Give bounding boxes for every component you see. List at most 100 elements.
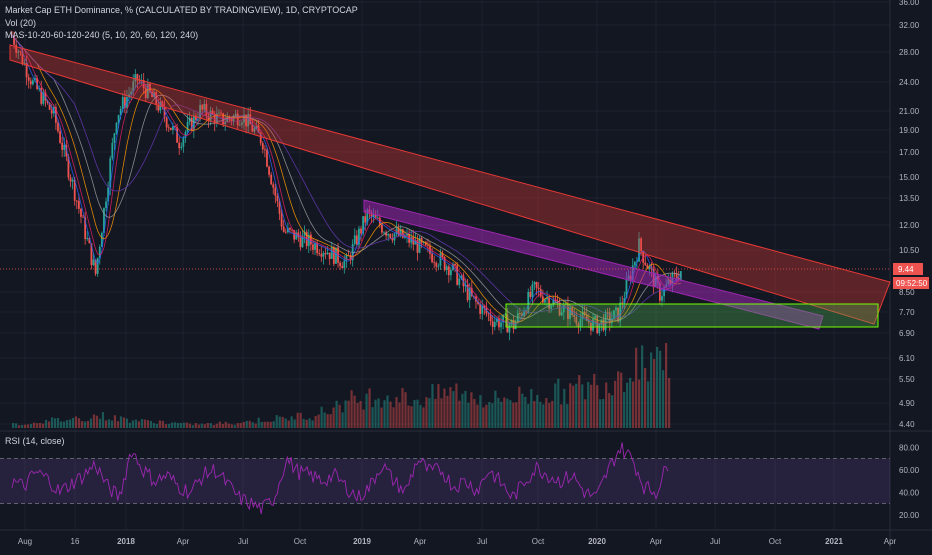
volume-bar bbox=[53, 418, 57, 428]
volume-bar bbox=[149, 420, 152, 428]
candle-body bbox=[548, 297, 551, 309]
candle-body bbox=[61, 142, 64, 150]
volume-bar bbox=[83, 421, 87, 428]
candle-body bbox=[460, 275, 463, 279]
candle-body bbox=[96, 258, 99, 274]
candle-body bbox=[546, 297, 548, 300]
candle-body bbox=[579, 318, 582, 327]
candle-body bbox=[391, 237, 394, 241]
price-axis: 36.00 32.00 28.00 24.00 21.00 19.00 17.00 15.00… bbox=[899, 0, 920, 429]
candle-body bbox=[345, 255, 348, 261]
candle-body bbox=[470, 288, 473, 296]
volume-bar bbox=[428, 398, 431, 428]
volume-bar bbox=[467, 402, 470, 428]
candle-body bbox=[567, 303, 569, 320]
candle-body bbox=[318, 253, 321, 255]
candle-body bbox=[454, 263, 456, 266]
volume-bar bbox=[440, 398, 443, 428]
candle-body bbox=[577, 323, 580, 327]
candle-body bbox=[518, 313, 521, 315]
volume-bar bbox=[200, 423, 203, 428]
volume-bar bbox=[191, 425, 194, 428]
candle-body bbox=[625, 279, 628, 299]
volume-bar bbox=[434, 398, 437, 428]
volume-bar bbox=[251, 422, 254, 428]
volume-bar bbox=[122, 417, 126, 428]
candle-body bbox=[433, 262, 436, 263]
candle-body bbox=[510, 319, 513, 325]
volume-bar bbox=[509, 400, 512, 428]
candle-body bbox=[335, 247, 337, 264]
candle-body bbox=[602, 319, 605, 331]
candle-body bbox=[558, 302, 561, 316]
candle-body bbox=[587, 320, 590, 323]
candle-body bbox=[69, 177, 72, 182]
candle-body bbox=[537, 287, 540, 290]
price-tick-label: 28.00 bbox=[899, 48, 920, 57]
volume-bar bbox=[287, 420, 290, 428]
volume-bar bbox=[290, 416, 293, 428]
candle-body bbox=[94, 259, 97, 274]
candle-body bbox=[443, 257, 446, 271]
candle-body bbox=[364, 216, 367, 223]
volume-bar bbox=[71, 417, 75, 428]
price-tick-label: 36.00 bbox=[899, 0, 920, 7]
candle-body bbox=[514, 321, 517, 329]
candle-body bbox=[441, 253, 444, 258]
candle-body bbox=[251, 124, 254, 132]
green-support-box bbox=[505, 303, 879, 328]
time-tick-label: 2021 bbox=[825, 537, 843, 546]
candle-body bbox=[289, 227, 291, 230]
candle-body bbox=[435, 262, 438, 267]
candle-body bbox=[100, 232, 103, 247]
volume-bar bbox=[503, 397, 506, 428]
candle-body bbox=[57, 122, 59, 132]
rsi-legend: RSI (14, close) bbox=[5, 436, 65, 446]
volume-bar bbox=[209, 423, 212, 428]
price-tick-label: 6.10 bbox=[899, 354, 915, 363]
candle-body bbox=[86, 238, 89, 240]
volume-bar bbox=[479, 395, 482, 428]
candle-body bbox=[132, 81, 135, 92]
candle-body bbox=[75, 200, 78, 202]
volume-bar bbox=[485, 404, 488, 428]
candle-body bbox=[186, 121, 189, 133]
candle-body bbox=[475, 296, 477, 302]
candle-body bbox=[144, 88, 147, 99]
candle-body bbox=[182, 137, 185, 147]
price-tick-label: 8.50 bbox=[899, 288, 915, 297]
volume-bar bbox=[593, 373, 596, 428]
candle-body bbox=[180, 146, 183, 149]
volume-bar bbox=[215, 423, 218, 428]
candle-body bbox=[648, 266, 651, 269]
candle-body bbox=[21, 51, 24, 65]
candle-body bbox=[374, 214, 377, 218]
moving-average-line bbox=[11, 35, 682, 324]
volume-bar bbox=[590, 384, 593, 428]
volume-bar bbox=[581, 384, 584, 428]
candle-body bbox=[259, 132, 262, 144]
ma-legend: MAS-10-20-60-120-240 (5, 10, 20, 60, 120… bbox=[5, 30, 199, 40]
candle-body bbox=[554, 299, 557, 302]
candle-body bbox=[362, 216, 365, 234]
moving-average-line bbox=[11, 35, 682, 318]
candle-body bbox=[479, 303, 482, 314]
candle-body bbox=[679, 271, 682, 280]
volume-bar bbox=[17, 425, 21, 428]
volume-bar bbox=[35, 423, 39, 428]
time-tick-label: Oct bbox=[769, 537, 782, 546]
price-tick-label: 21.00 bbox=[899, 107, 920, 116]
candle-body bbox=[378, 217, 381, 225]
volume-bar bbox=[176, 422, 179, 428]
candle-body bbox=[238, 124, 241, 126]
volume-bar bbox=[422, 407, 425, 428]
candle-body bbox=[174, 126, 176, 127]
candle-body bbox=[305, 231, 308, 246]
price-tick-label: 6.90 bbox=[899, 329, 915, 338]
candle-body bbox=[569, 307, 571, 320]
candle-body bbox=[84, 217, 87, 240]
candle-body bbox=[209, 110, 212, 122]
volume-bar bbox=[80, 421, 84, 428]
